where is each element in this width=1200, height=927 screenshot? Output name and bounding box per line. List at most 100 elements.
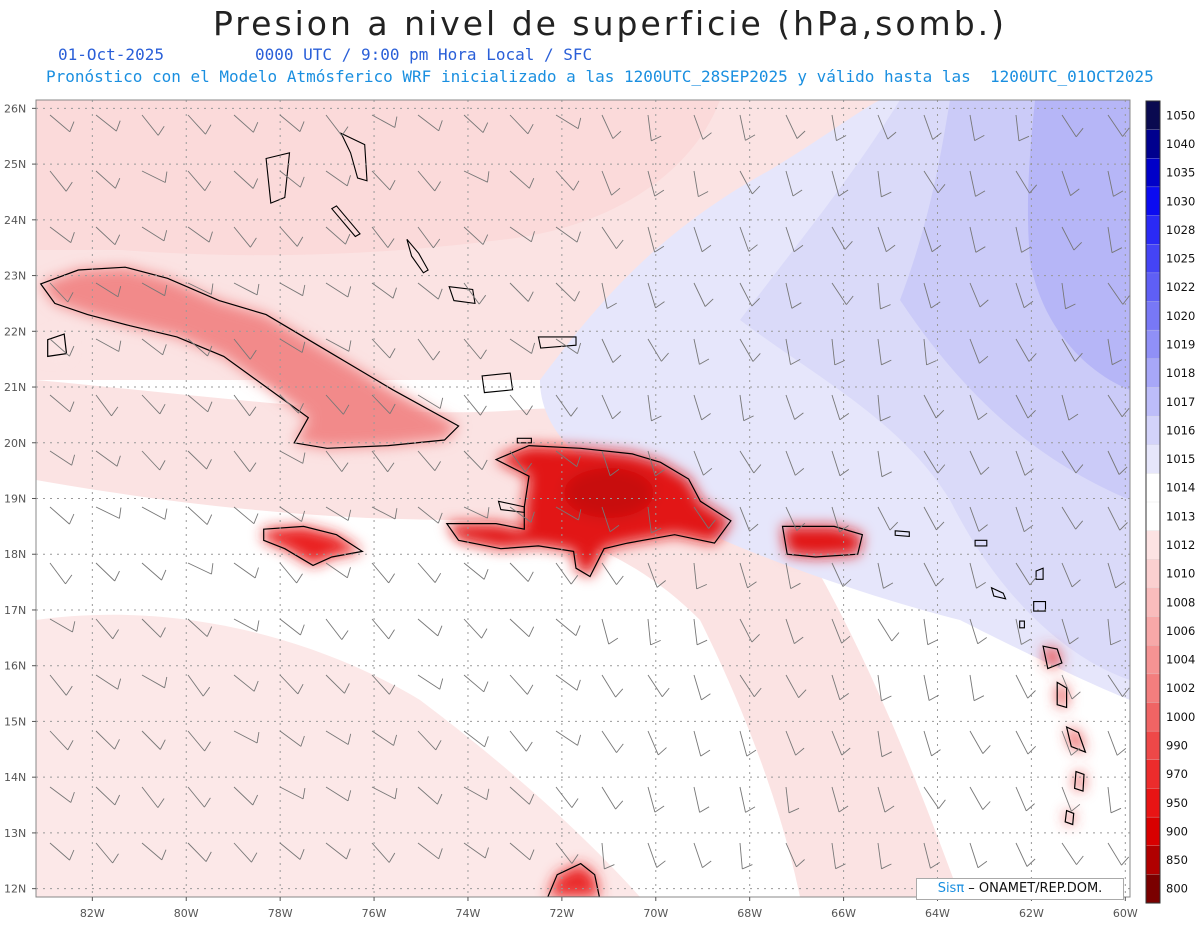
colorbar-label: 1017: [1166, 395, 1195, 409]
wind-barb: [233, 394, 257, 417]
wind-barb: [463, 114, 489, 133]
wind-barb: [923, 450, 946, 474]
wind-barb: [1061, 114, 1084, 138]
wind-barb: [187, 506, 213, 525]
wind-barb: [647, 226, 665, 253]
lat-tick-label: 23N: [4, 270, 26, 283]
wind-barb: [555, 226, 581, 243]
wind-barb: [555, 562, 579, 585]
wind-barb: [1015, 674, 1036, 699]
coastlines: [39, 69, 1087, 897]
wind-barb: [739, 786, 756, 813]
wind-barb: [555, 394, 578, 417]
martinique-coastline: [1065, 725, 1087, 754]
wind-barb: [187, 674, 211, 697]
wind-barb: [877, 618, 900, 642]
andros-coastline: [265, 152, 291, 204]
wind-barb: [601, 674, 624, 698]
colorbar-label: 1025: [1166, 252, 1195, 266]
wind-barb: [693, 618, 708, 646]
colorbar-frame: [1145, 100, 1161, 904]
wind-barb: [647, 338, 669, 362]
wind-barb: [141, 226, 168, 242]
wind-barb: [371, 170, 396, 191]
grand-bahama-coastline: [233, 69, 285, 83]
wind-barb: [279, 506, 306, 522]
wind-barb: [647, 114, 662, 142]
wind-barb: [923, 786, 946, 809]
colorbar-swatch: [1145, 645, 1161, 675]
wind-barb: [647, 730, 667, 756]
wind-barb: [279, 114, 305, 132]
wind-barb: [877, 338, 892, 366]
wind-barb: [1015, 170, 1038, 194]
guadeloupe-shading: [1043, 646, 1062, 669]
wind-barb: [1107, 114, 1130, 137]
wind-barb: [601, 282, 617, 309]
colorbar-label: 850: [1166, 853, 1188, 867]
wind-barb: [371, 842, 396, 863]
colorbar-swatch: [1145, 702, 1161, 732]
wind-barb: [49, 394, 75, 413]
st-lucia-shading: [1074, 771, 1084, 792]
wind-barb: [325, 170, 351, 187]
wind-barb: [923, 394, 945, 419]
colorbar-swatch: [1145, 444, 1161, 474]
wind-barb: [647, 674, 670, 697]
wind-barb: [739, 170, 761, 195]
colorbar-label: 1004: [1166, 653, 1195, 667]
wind-barb: [187, 338, 213, 357]
wind-barb: [1015, 282, 1034, 309]
wind-barb: [739, 114, 756, 141]
wind-barb: [785, 786, 800, 814]
wind-barb: [831, 282, 854, 305]
wind-barb: [969, 786, 991, 810]
wind-barb: [739, 226, 758, 252]
wind-barb: [555, 114, 582, 129]
wind-barb: [1107, 450, 1128, 475]
wind-barb: [49, 338, 75, 357]
wind-barb: [325, 282, 352, 298]
wind-barb: [233, 338, 257, 360]
wind-barb: [739, 562, 757, 589]
cuba-coastline: [39, 266, 460, 449]
wind-barb: [785, 842, 805, 868]
wind-barb: [1015, 394, 1036, 419]
wind-barb: [95, 338, 122, 352]
wind-barb: [693, 114, 712, 140]
colorbar-swatch: [1145, 158, 1161, 188]
wind-barb: [371, 506, 398, 520]
wind-barb: [141, 170, 168, 183]
wind-barb: [49, 730, 74, 751]
colorbar-label: 1012: [1166, 538, 1195, 552]
wind-barb: [1107, 506, 1128, 531]
wind-barb: [187, 786, 211, 808]
wind-barb: [1061, 226, 1083, 251]
wind-barb: [233, 506, 259, 525]
wind-barb: [371, 730, 398, 746]
wind-barb: [601, 450, 620, 477]
colorbar-label: 1050: [1166, 108, 1195, 122]
colorbar-swatch: [1145, 788, 1161, 818]
colorbar-label: 1002: [1166, 681, 1195, 695]
colorbar-swatch: [1145, 816, 1161, 847]
wind-barb: [509, 450, 533, 473]
wind-barb: [785, 506, 806, 531]
wind-barb: [831, 338, 845, 366]
wind-barb: [923, 338, 937, 366]
wind-barb: [555, 170, 580, 191]
wind-barb: [463, 730, 489, 748]
wind-barb: [141, 338, 167, 356]
wind-barb: [1107, 338, 1123, 366]
wind-barb: [463, 674, 489, 693]
wind-barb: [279, 786, 306, 800]
wind-barb: [1107, 170, 1124, 197]
wind-barb: [1015, 730, 1037, 755]
wind-barb: [785, 226, 804, 253]
lat-tick-label: 22N: [4, 325, 26, 338]
wind-barb: [1061, 338, 1083, 362]
wind-barb: [1015, 786, 1035, 812]
wind-barb: [877, 282, 891, 310]
pressure-colorbar: 1050 1040 1035 1030 1028 1025 1022 1020 1019 1018…: [1145, 100, 1195, 904]
wind-barb: [739, 450, 762, 474]
